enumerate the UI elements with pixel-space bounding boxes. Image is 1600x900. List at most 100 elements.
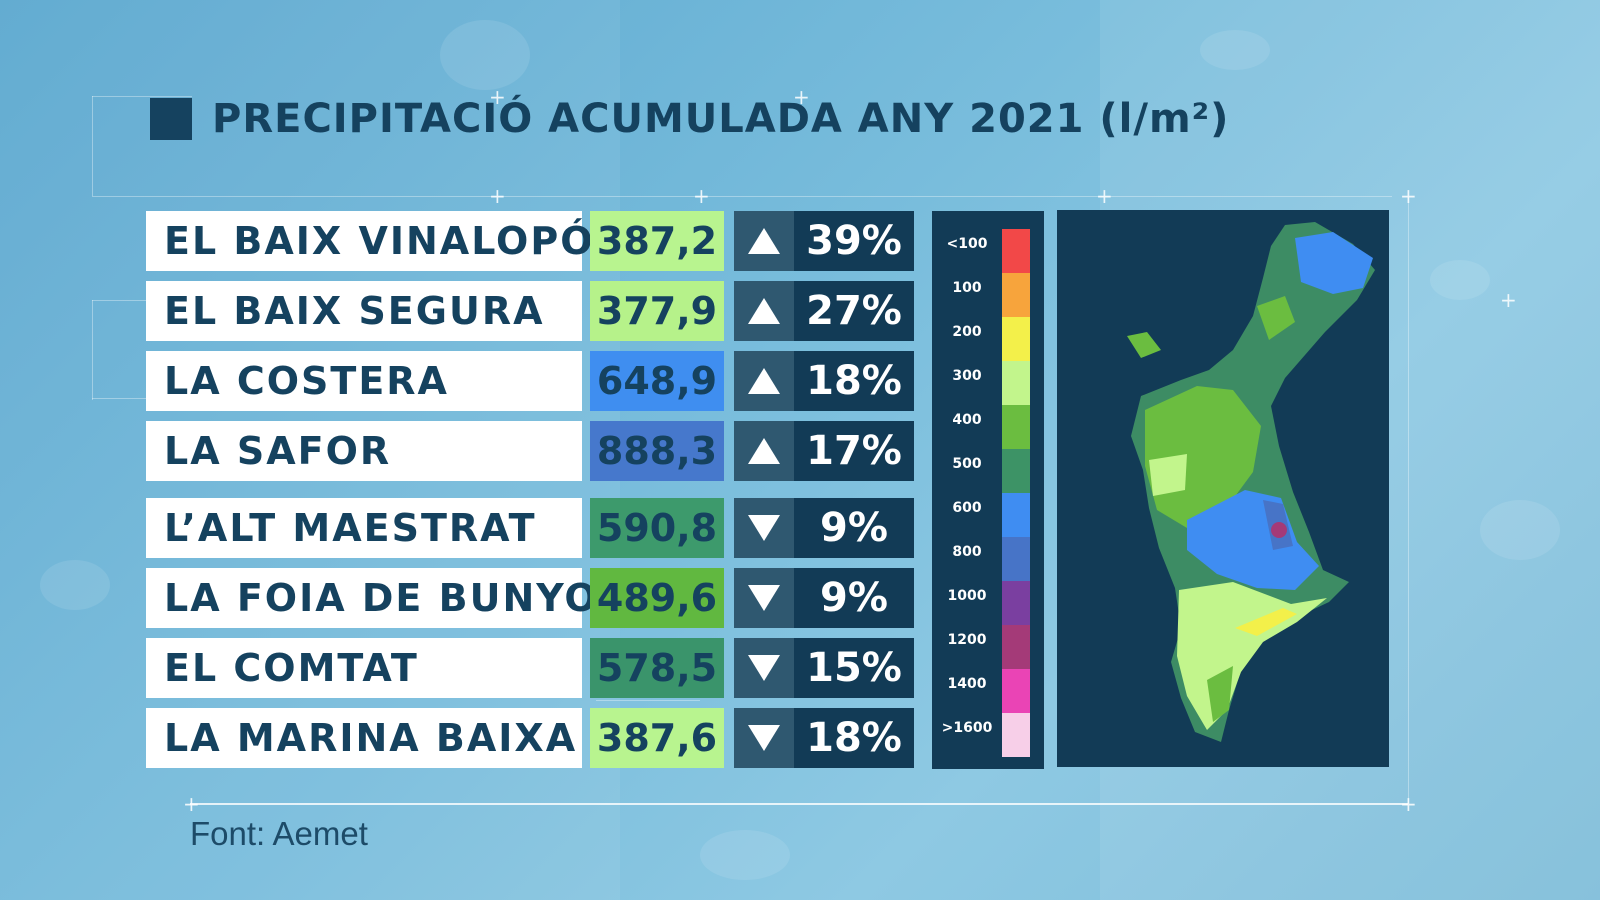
frame-line <box>92 196 1392 197</box>
legend-swatch <box>1002 273 1030 317</box>
trend-arrow <box>734 708 794 768</box>
map-north-lightgreen <box>1257 296 1295 340</box>
frame-line <box>596 700 700 701</box>
change-percent: 15% <box>794 638 914 698</box>
legend-label: 400 <box>952 412 982 428</box>
plus-mark: + <box>489 85 506 109</box>
legend-label: 500 <box>952 456 982 472</box>
frame-line <box>92 398 146 399</box>
background-drop <box>440 20 530 90</box>
map-inland-green <box>1145 386 1261 528</box>
map-south-pale <box>1177 582 1327 730</box>
trend-arrow <box>734 638 794 698</box>
legend-swatch <box>1002 317 1030 361</box>
change-percent: 9% <box>794 568 914 628</box>
color-legend: <100 100 200 300 400 500 600 800 1000 12… <box>932 211 1044 769</box>
trend-arrow <box>734 211 794 271</box>
precip-value: 377,9 <box>590 281 724 341</box>
map-inland-pale <box>1149 454 1187 496</box>
region-name: LA SAFOR <box>146 421 582 481</box>
background-drop <box>700 830 790 880</box>
valencia-region-map <box>1127 222 1375 742</box>
frame-line <box>92 96 192 97</box>
arrow-down-icon <box>748 655 780 681</box>
background-drop <box>1430 260 1490 300</box>
frame-line <box>1408 196 1409 804</box>
map-south-green <box>1207 666 1233 722</box>
legend-label: 600 <box>952 500 982 516</box>
arrow-up-icon <box>748 438 780 464</box>
precip-value: 888,3 <box>590 421 724 481</box>
trend-arrow <box>734 498 794 558</box>
legend-label: 300 <box>952 368 982 384</box>
arrow-down-icon <box>748 585 780 611</box>
region-name: LA MARINA BAIXA <box>146 708 582 768</box>
plus-mark: + <box>1500 288 1517 312</box>
precip-value: 590,8 <box>590 498 724 558</box>
arrow-up-icon <box>748 368 780 394</box>
precip-value: 387,6 <box>590 708 724 768</box>
plus-mark: + <box>1096 184 1113 208</box>
legend-swatch <box>1002 361 1030 405</box>
background-drop <box>1480 500 1560 560</box>
map-purple-spot <box>1271 522 1287 538</box>
title-block: PRECIPITACIÓ ACUMULADA ANY 2021 (l/m²) <box>150 96 1229 142</box>
legend-label: >1600 <box>941 720 993 736</box>
plus-mark: + <box>693 184 710 208</box>
region-name: EL BAIX SEGURA <box>146 281 582 341</box>
change-percent: 18% <box>794 708 914 768</box>
precipitation-map <box>1057 210 1389 767</box>
legend-label: 200 <box>952 324 982 340</box>
legend-label: 1200 <box>947 632 987 648</box>
region-name: LA FOIA DE BUNYOL <box>146 568 623 628</box>
precip-value: 648,9 <box>590 351 724 411</box>
map-island <box>1127 332 1161 358</box>
legend-label: 800 <box>952 544 982 560</box>
frame-line <box>92 96 93 196</box>
trend-arrow <box>734 351 794 411</box>
source-text: Font: Aemet <box>190 815 368 852</box>
legend-swatch <box>1002 493 1030 537</box>
arrow-down-icon <box>748 515 780 541</box>
change-percent: 27% <box>794 281 914 341</box>
legend-swatch <box>1002 537 1030 581</box>
legend-label: <100 <box>946 236 988 252</box>
plus-mark: + <box>793 85 810 109</box>
title-square-icon <box>150 98 192 140</box>
region-name: LA COSTERA <box>146 351 582 411</box>
legend-swatch <box>1002 581 1030 625</box>
region-name: EL COMTAT <box>146 638 582 698</box>
arrow-up-icon <box>748 228 780 254</box>
legend-swatch <box>1002 449 1030 493</box>
region-name: L’ALT MAESTRAT <box>146 498 582 558</box>
background-drop <box>1200 30 1270 70</box>
frame-line <box>92 300 93 400</box>
page-title: PRECIPITACIÓ ACUMULADA ANY 2021 (l/m²) <box>212 96 1230 142</box>
legend-label: 1000 <box>947 588 987 604</box>
legend-label: 100 <box>952 280 982 296</box>
region-name: EL BAIX VINALOPÓ <box>146 211 593 271</box>
map-north-blue <box>1295 232 1373 294</box>
plus-mark: + <box>1400 792 1417 816</box>
trend-arrow <box>734 568 794 628</box>
map-coast-blue <box>1187 490 1319 590</box>
footer-line <box>190 803 1408 805</box>
plus-mark: + <box>489 184 506 208</box>
precip-value: 387,2 <box>590 211 724 271</box>
change-percent: 39% <box>794 211 914 271</box>
change-percent: 9% <box>794 498 914 558</box>
precip-value: 578,5 <box>590 638 724 698</box>
plus-mark: + <box>1400 184 1417 208</box>
trend-arrow <box>734 281 794 341</box>
arrow-up-icon <box>748 298 780 324</box>
change-percent: 17% <box>794 421 914 481</box>
legend-swatch <box>1002 229 1030 273</box>
frame-line <box>92 300 146 301</box>
arrow-down-icon <box>748 725 780 751</box>
legend-swatch <box>1002 405 1030 449</box>
legend-swatch <box>1002 669 1030 713</box>
trend-arrow <box>734 421 794 481</box>
change-percent: 18% <box>794 351 914 411</box>
precip-value: 489,6 <box>590 568 724 628</box>
legend-swatch <box>1002 625 1030 669</box>
